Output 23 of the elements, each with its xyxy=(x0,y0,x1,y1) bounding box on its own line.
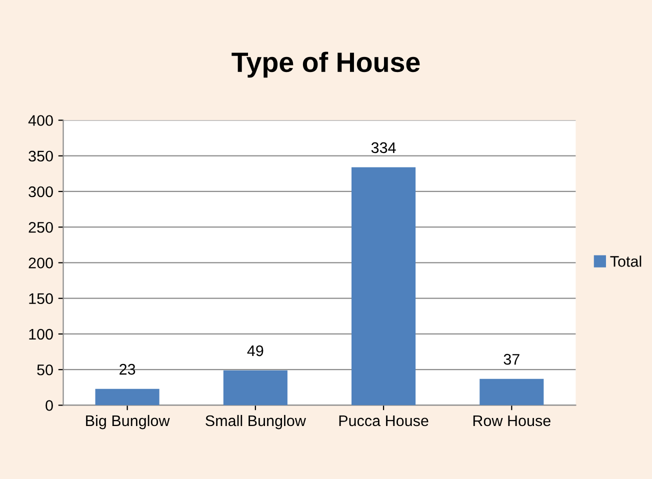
data-label: 334 xyxy=(371,142,396,154)
x-tick-label: Big Bunglow xyxy=(86,414,170,430)
x-tick-label: Row House xyxy=(473,416,550,426)
x-tick-label: Pucca House xyxy=(339,416,428,426)
y-tick-label: 400 xyxy=(28,115,53,126)
x-tick-label: Small Bunglow xyxy=(206,414,306,430)
y-tick-label: 350 xyxy=(28,150,53,162)
data-label: 49 xyxy=(247,345,264,356)
y-tick-label: 250 xyxy=(28,222,53,233)
bar xyxy=(95,388,160,406)
y-tick-label: 200 xyxy=(28,258,53,268)
y-tick-label: 300 xyxy=(28,186,53,198)
bar xyxy=(480,378,544,406)
bar xyxy=(352,167,416,406)
data-label: 37 xyxy=(504,354,520,365)
bar xyxy=(223,370,288,406)
y-tick-label: 100 xyxy=(29,328,53,340)
y-tick-label: 150 xyxy=(29,293,53,304)
chart-title: Type of House xyxy=(232,52,420,78)
data-label: 23 xyxy=(120,364,136,375)
legend-label: Total xyxy=(610,256,642,267)
y-tick-label: 0 xyxy=(46,400,53,411)
y-tick-label: 50 xyxy=(37,364,53,376)
